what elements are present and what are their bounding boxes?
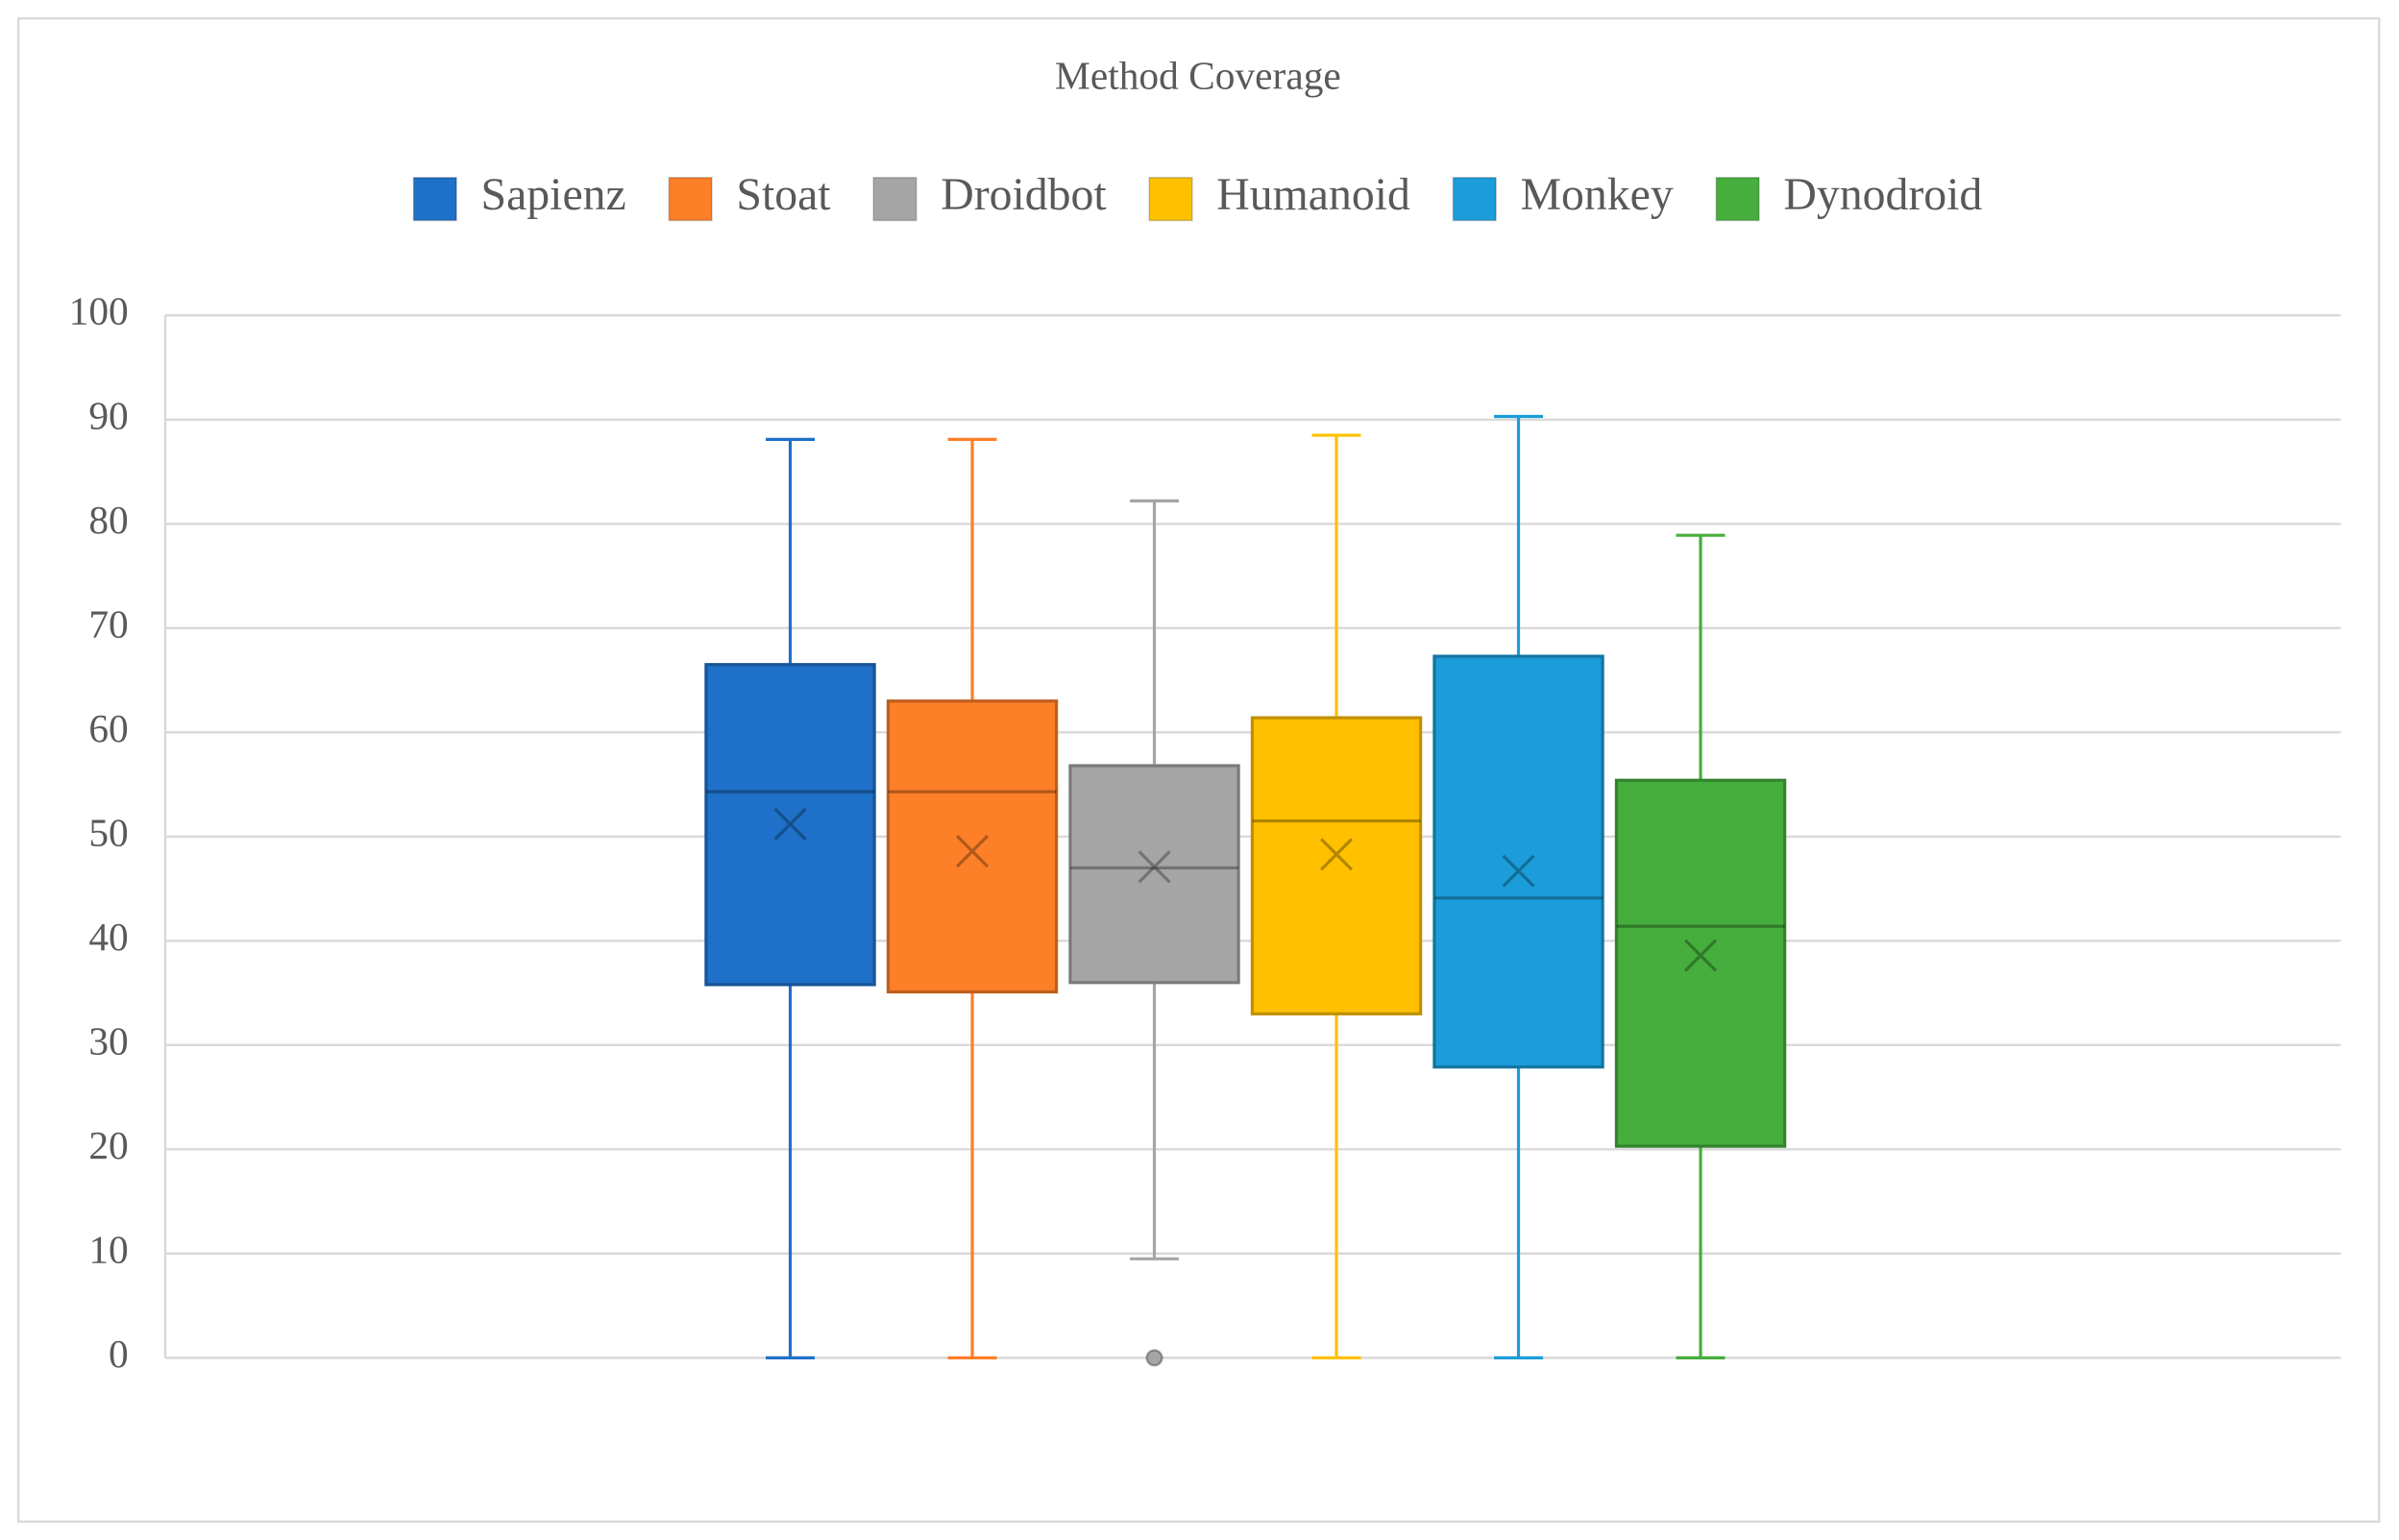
box bbox=[886, 699, 1059, 994]
legend-swatch bbox=[872, 177, 918, 222]
plot-area bbox=[704, 414, 1787, 1367]
legend-label: Droidbot bbox=[941, 169, 1106, 220]
legend-label: Dynodroid bbox=[1783, 169, 1982, 220]
box-outline bbox=[1250, 716, 1423, 1015]
y-tick-label: 40 bbox=[88, 915, 128, 959]
y-tick-label: 10 bbox=[88, 1227, 128, 1271]
box-outline bbox=[1614, 778, 1787, 1148]
legend: Sapienz Stoat Droidbot Humanoid Monkey Dynodr… bbox=[412, 169, 1982, 222]
mean-marker bbox=[955, 834, 990, 868]
legend-label: Sapienz bbox=[481, 169, 626, 220]
chart-title: Method Coverage bbox=[1055, 53, 1341, 97]
box bbox=[1614, 778, 1787, 1148]
y-tick-label: 50 bbox=[88, 810, 128, 854]
mean-marker bbox=[773, 807, 807, 841]
box-outline bbox=[704, 663, 876, 987]
legend-label: Stoat bbox=[736, 169, 830, 220]
y-tick-label: 90 bbox=[88, 393, 128, 437]
box bbox=[1432, 654, 1604, 1069]
legend-swatch bbox=[1452, 177, 1497, 222]
legend-swatch bbox=[1148, 177, 1193, 222]
legend-swatch bbox=[1715, 177, 1760, 222]
legend-swatch bbox=[412, 177, 457, 222]
box-outline bbox=[886, 699, 1059, 994]
box-outline bbox=[1068, 764, 1240, 985]
mean-marker bbox=[1319, 838, 1354, 871]
y-tick-label: 80 bbox=[88, 498, 128, 542]
outlier bbox=[1145, 1349, 1163, 1367]
mean-marker bbox=[1502, 854, 1535, 888]
legend-label: Monkey bbox=[1521, 169, 1674, 220]
grid: 0 10 20 30 40 50 60 70 80 90 100 bbox=[69, 289, 2341, 1376]
y-tick-label: 100 bbox=[69, 289, 129, 333]
y-tick-label: 0 bbox=[109, 1332, 129, 1376]
legend-label: Humanoid bbox=[1216, 169, 1410, 220]
box bbox=[704, 663, 876, 987]
box-outline bbox=[1432, 654, 1604, 1069]
y-tick-label: 60 bbox=[88, 706, 128, 750]
mean-marker bbox=[1683, 939, 1718, 972]
y-tick-label: 20 bbox=[88, 1123, 128, 1167]
legend-swatch bbox=[668, 177, 713, 222]
box bbox=[1250, 716, 1423, 1015]
y-tick-label: 70 bbox=[88, 601, 128, 646]
y-tick-label: 30 bbox=[88, 1018, 128, 1063]
box bbox=[1068, 764, 1240, 985]
mean-marker bbox=[1138, 850, 1171, 884]
